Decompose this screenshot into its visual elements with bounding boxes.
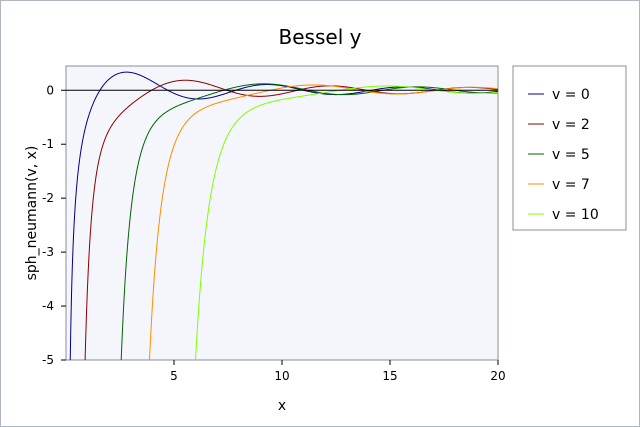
series-line-v-10 (195, 85, 498, 360)
legend-label: v = 10 (552, 207, 599, 223)
legend: v = 0 v = 2 v = 5 v = 7 v = 10 (528, 87, 599, 223)
y-tick-label: -4 (42, 299, 54, 313)
y-tick-label: -1 (42, 137, 54, 151)
legend-label: v = 0 (552, 87, 590, 103)
legend-box (512, 65, 627, 231)
x-tick-label: 20 (490, 369, 505, 383)
plot-area (65, 65, 499, 361)
x-tick-label: 5 (170, 369, 178, 383)
x-tick-label: 10 (274, 369, 289, 383)
y-axis-label: sph_neumann(v, x) (24, 146, 40, 281)
y-axis: 0 -1 -2 -3 -4 -5 (42, 83, 66, 367)
series-line-v-0 (69, 71, 498, 360)
x-axis: 5 10 15 20 (170, 360, 506, 383)
legend-label: v = 5 (552, 147, 590, 163)
y-tick-label: -3 (42, 245, 54, 259)
legend-label: v = 7 (552, 177, 590, 193)
x-axis-label: x (278, 398, 286, 414)
y-tick-label: -5 (42, 353, 54, 367)
legend-label: v = 2 (552, 117, 590, 133)
chart-title: Bessel y (279, 25, 362, 49)
y-tick-label: -2 (42, 191, 54, 205)
x-tick-label: 15 (382, 369, 397, 383)
y-tick-label: 0 (46, 83, 54, 97)
